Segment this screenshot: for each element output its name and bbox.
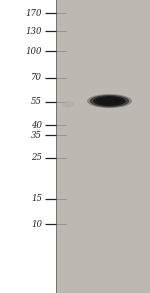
Text: 10: 10 bbox=[31, 220, 42, 229]
Text: 25: 25 bbox=[31, 153, 42, 162]
Ellipse shape bbox=[87, 94, 132, 108]
Ellipse shape bbox=[63, 101, 74, 107]
Text: 35: 35 bbox=[31, 131, 42, 140]
Text: 100: 100 bbox=[26, 47, 42, 56]
Ellipse shape bbox=[97, 97, 122, 105]
Text: 40: 40 bbox=[31, 121, 42, 130]
Text: 170: 170 bbox=[26, 9, 42, 18]
Text: 70: 70 bbox=[31, 73, 42, 82]
Ellipse shape bbox=[90, 95, 129, 107]
Text: 55: 55 bbox=[31, 98, 42, 106]
Ellipse shape bbox=[93, 96, 126, 106]
Bar bbox=[56, 0, 150, 293]
Text: 15: 15 bbox=[31, 194, 42, 203]
Text: 130: 130 bbox=[26, 27, 42, 36]
